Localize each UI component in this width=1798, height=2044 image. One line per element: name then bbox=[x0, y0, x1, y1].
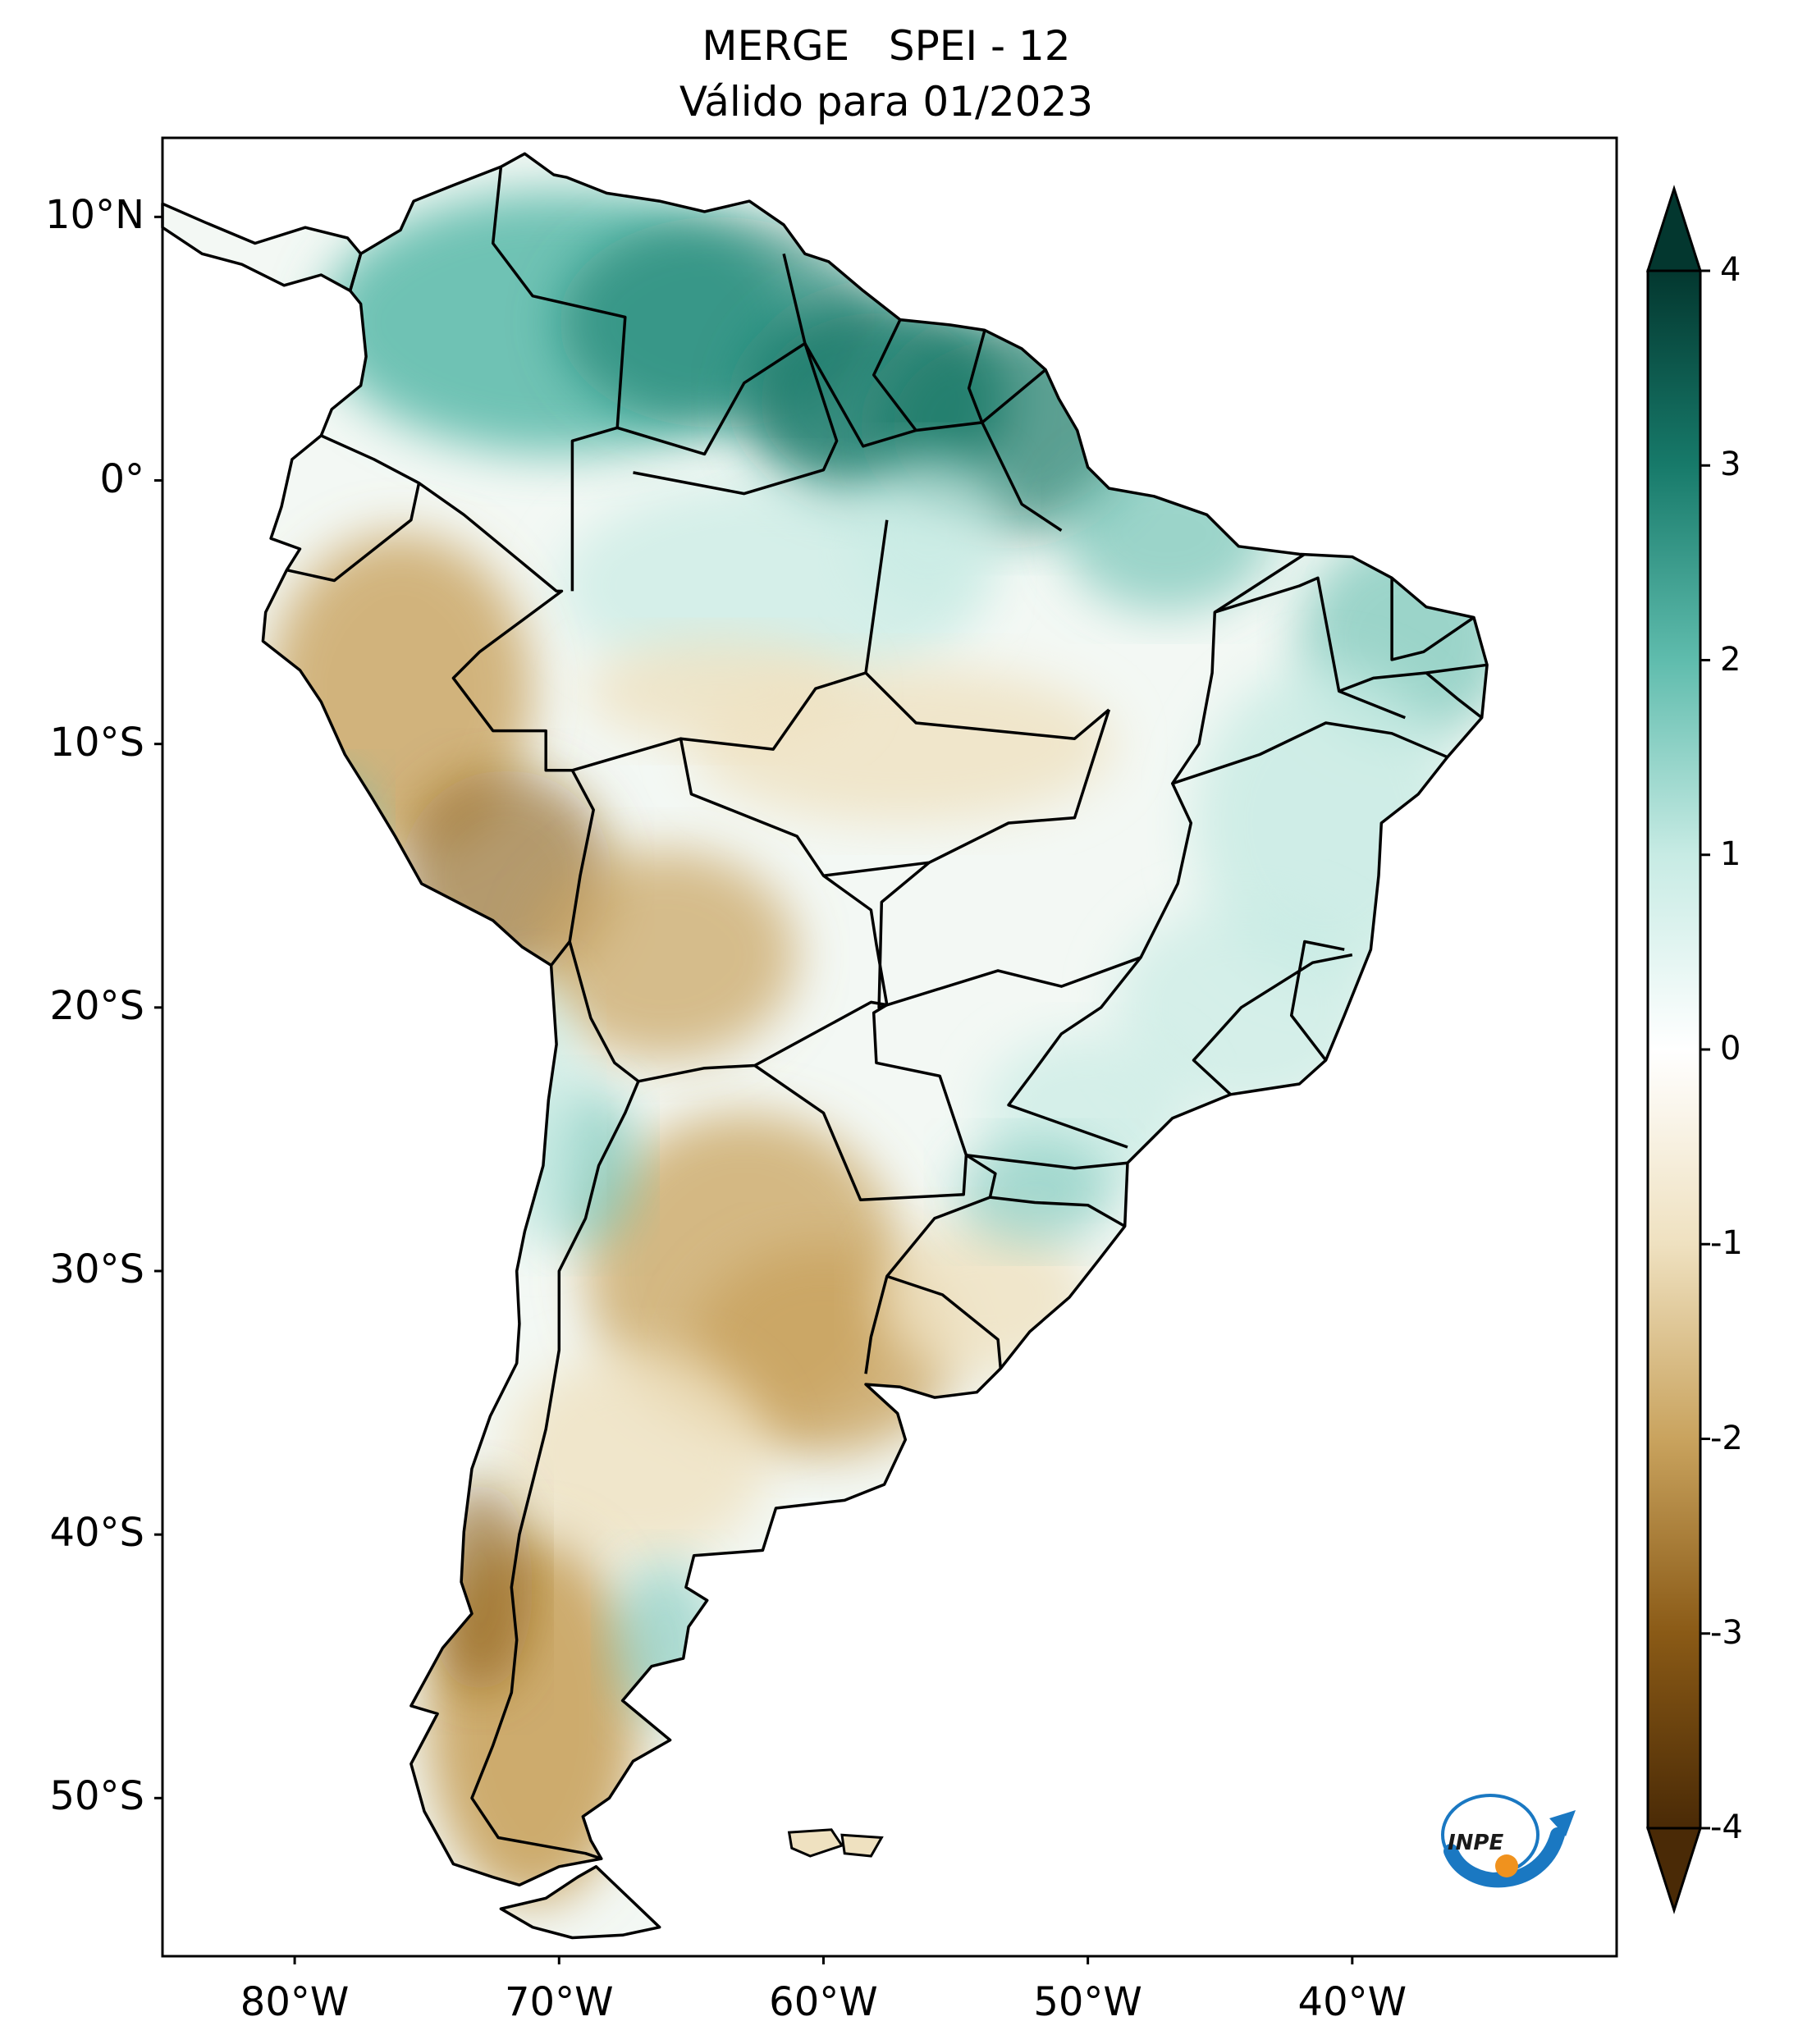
lat-tick-label: 0° bbox=[99, 455, 144, 502]
state-border bbox=[990, 1196, 1126, 1228]
colorbar-tick-label: 4 bbox=[1720, 251, 1741, 289]
coastline bbox=[261, 152, 1489, 1887]
state-border bbox=[864, 1154, 997, 1374]
anomaly-region bbox=[955, 1139, 1114, 1245]
colorbar-gradient bbox=[1646, 269, 1702, 1830]
state-border bbox=[872, 318, 917, 432]
colorbar-bottom-extend bbox=[1645, 1827, 1703, 1914]
state-border bbox=[1425, 671, 1483, 719]
logo-text: INPE bbox=[1448, 1831, 1503, 1855]
state-border bbox=[967, 329, 986, 423]
state-border bbox=[1172, 721, 1448, 785]
island bbox=[787, 1828, 844, 1858]
lat-tick-label: 10°S bbox=[49, 719, 144, 766]
state-border bbox=[1390, 578, 1475, 661]
state-border bbox=[470, 1081, 640, 1860]
lon-tick-label: 60°W bbox=[769, 1979, 878, 2025]
colorbar-tick-label: -1 bbox=[1710, 1224, 1743, 1263]
colorbar-tick-label: -3 bbox=[1710, 1613, 1743, 1652]
state-border bbox=[877, 552, 1306, 1009]
title-line-1: MERGE SPEI - 12 bbox=[702, 22, 1071, 70]
state-border bbox=[1192, 953, 1353, 1096]
state-border bbox=[1289, 940, 1345, 1062]
state-border bbox=[864, 671, 1110, 740]
state-border bbox=[823, 709, 1111, 877]
lat-tick-label: 20°S bbox=[49, 982, 144, 1029]
state-border bbox=[966, 1153, 1128, 1170]
state-border bbox=[1338, 663, 1488, 693]
colorbar-tick-label: 0 bbox=[1720, 1030, 1741, 1068]
title-line-2: Válido para 01/2023 bbox=[679, 78, 1094, 126]
lon-tick-label: 80°W bbox=[240, 1979, 350, 2025]
state-border bbox=[680, 519, 889, 751]
lon-tick-label: 40°W bbox=[1297, 1979, 1407, 2025]
lat-tick-label: 10°N bbox=[45, 192, 144, 239]
state-border bbox=[491, 167, 627, 592]
anomaly-region bbox=[506, 1350, 771, 1562]
state-border bbox=[568, 737, 889, 1083]
anomaly-region bbox=[849, 454, 1009, 613]
colorbar-tick-label: 1 bbox=[1720, 835, 1741, 873]
lon-tick-label: 50°W bbox=[1033, 1979, 1142, 2025]
map-frame bbox=[161, 136, 1618, 1958]
map-title: MERGE SPEI - 12 Válido para 01/2023 bbox=[160, 18, 1613, 130]
island bbox=[840, 1833, 884, 1858]
map-ticks bbox=[154, 215, 1354, 1964]
colorbar-top-extend bbox=[1645, 185, 1703, 272]
colorbar-tick-label: -2 bbox=[1710, 1419, 1743, 1457]
colorbar-tick-label: 2 bbox=[1720, 640, 1741, 679]
anomaly-region bbox=[533, 849, 798, 1061]
inpe-logo-icon: INPE bbox=[1441, 1794, 1576, 1888]
anomaly-region bbox=[585, 638, 850, 744]
state-border bbox=[616, 253, 807, 456]
lat-tick-label: 50°S bbox=[49, 1773, 144, 1820]
tierra-del-fuego-coastline bbox=[499, 1865, 661, 1940]
state-border bbox=[981, 422, 1063, 532]
colorbar-ticks bbox=[1700, 269, 1710, 1830]
state-border bbox=[633, 342, 839, 496]
state-border bbox=[1007, 956, 1142, 1149]
lat-tick-label: 40°S bbox=[49, 1510, 144, 1557]
central-america-coastline bbox=[161, 202, 363, 293]
anomaly-region bbox=[1114, 902, 1379, 1113]
lat-tick-label: 30°S bbox=[49, 1246, 144, 1292]
state-border bbox=[886, 1274, 1003, 1369]
state-border bbox=[418, 482, 595, 967]
state-border bbox=[286, 434, 421, 583]
colorbar-tick-label: 3 bbox=[1720, 446, 1741, 484]
falkland-islands bbox=[787, 1828, 884, 1858]
state-border bbox=[1214, 576, 1406, 720]
lon-tick-label: 70°W bbox=[504, 1979, 614, 2025]
colorbar-tick-label: -4 bbox=[1710, 1809, 1743, 1846]
country-borders bbox=[161, 152, 1489, 1940]
